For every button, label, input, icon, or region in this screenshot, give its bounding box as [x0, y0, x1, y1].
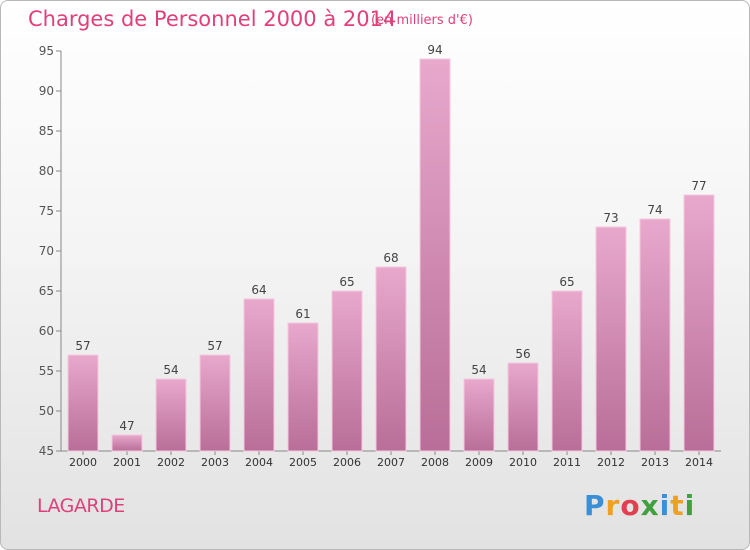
- proxiti-logo: Proxiti: [584, 489, 695, 522]
- y-tick-label: 60: [39, 324, 54, 338]
- bar: [287, 322, 319, 452]
- x-tick-label: 2011: [553, 456, 581, 469]
- bar: [639, 218, 671, 452]
- y-tick-label: 50: [39, 404, 54, 418]
- bar: [463, 378, 495, 452]
- x-tick-label: 2001: [113, 456, 141, 469]
- bar: [551, 290, 583, 452]
- bar-value-label: 57: [75, 339, 90, 353]
- x-tick-label: 2012: [597, 456, 625, 469]
- x-tick-label: 2010: [509, 456, 537, 469]
- bar-value-label: 64: [251, 283, 266, 297]
- bar-value-label: 68: [383, 251, 398, 265]
- bar: [595, 226, 627, 452]
- x-tick-label: 2014: [685, 456, 713, 469]
- x-axis: 2000 2001 2002 2003 2004 2005 2006 2007 2008 2009…: [61, 450, 721, 469]
- x-tick-label: 2006: [333, 456, 361, 469]
- logo-letter: o: [620, 489, 641, 522]
- y-tick-label: 65: [39, 284, 54, 298]
- y-axis: 45 50 55 60 65 70 75 80 85 90 95: [39, 44, 62, 458]
- chart-title: Charges de Personnel 2000 à 2014: [28, 7, 397, 31]
- y-tick-label: 85: [39, 124, 54, 138]
- bar-value-label: 74: [647, 203, 662, 217]
- x-tick-label: 2005: [289, 456, 317, 469]
- bar: [199, 354, 231, 452]
- bar: [67, 354, 99, 452]
- bar-value-label: 47: [119, 419, 134, 433]
- bar-value-label: 94: [427, 43, 442, 57]
- bar-value-label: 77: [691, 179, 706, 193]
- y-tick-label: 80: [39, 164, 54, 178]
- bar-value-label: 56: [515, 347, 530, 361]
- bars: 57 47 54 57 64 61 65 68 94 54 56 65 73 74 77: [67, 43, 715, 452]
- y-tick-label: 90: [39, 84, 54, 98]
- bar-value-label: 57: [207, 339, 222, 353]
- bar: [111, 434, 143, 452]
- bar: [375, 266, 407, 452]
- bar: [683, 194, 715, 452]
- bar-value-label: 65: [339, 275, 354, 289]
- logo-letter: x: [640, 489, 660, 522]
- bar-value-label: 73: [603, 211, 618, 225]
- bar-value-label: 65: [559, 275, 574, 289]
- y-tick-label: 95: [39, 44, 54, 58]
- chart-subtitle: (en milliers d'€): [371, 13, 473, 28]
- x-tick-label: 2003: [201, 456, 229, 469]
- y-tick-label: 70: [39, 244, 54, 258]
- y-tick-label: 45: [39, 444, 54, 458]
- bar: [155, 378, 187, 452]
- bar-value-label: 54: [471, 363, 486, 377]
- bar: [331, 290, 363, 452]
- x-tick-label: 2007: [377, 456, 405, 469]
- bar: [243, 298, 275, 452]
- logo-letter: i: [684, 489, 696, 522]
- y-tick-label: 75: [39, 204, 54, 218]
- y-tick-label: 55: [39, 364, 54, 378]
- logo-letter: r: [605, 489, 621, 522]
- bar: [507, 362, 539, 452]
- commune-name: LAGARDE: [37, 495, 125, 517]
- bar-value-label: 61: [295, 307, 310, 321]
- x-tick-label: 2008: [421, 456, 449, 469]
- bar-value-label: 54: [163, 363, 178, 377]
- logo-letter: P: [584, 489, 606, 522]
- logo-letter: t: [670, 489, 685, 522]
- x-tick-label: 2013: [641, 456, 669, 469]
- logo-letter: i: [659, 489, 671, 522]
- x-tick-label: 2000: [69, 456, 97, 469]
- x-tick-label: 2009: [465, 456, 493, 469]
- x-tick-label: 2002: [157, 456, 185, 469]
- bar: [419, 58, 451, 452]
- x-tick-label: 2004: [245, 456, 273, 469]
